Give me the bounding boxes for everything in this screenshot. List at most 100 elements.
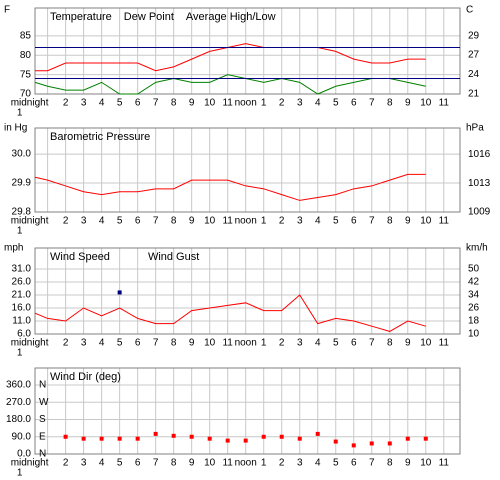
y2-tick-label: 24 — [468, 69, 480, 80]
x-tick-label: 4 — [99, 458, 105, 469]
point — [153, 431, 158, 436]
y2-unit-label: C — [466, 5, 473, 16]
x-tick-label: 3 — [297, 458, 303, 469]
x-tick-label: 6 — [135, 338, 141, 349]
x-tick-label: 8 — [171, 98, 177, 109]
x-tick-label: 1 — [17, 108, 23, 119]
x-tick-label: 7 — [153, 338, 159, 349]
x-tick-label: 10 — [204, 338, 216, 349]
x-tick-label: 1 — [17, 226, 23, 237]
x-tick-label: 11 — [222, 98, 233, 109]
x-tick-label: 3 — [81, 98, 87, 109]
point — [135, 436, 140, 441]
x-tick-label: 7 — [369, 216, 375, 227]
point — [387, 441, 392, 446]
x-tick-label: 11 — [439, 98, 450, 109]
x-tick-label: 11 — [439, 216, 450, 227]
y2-tick-label: 1013 — [468, 178, 491, 189]
x-tick-label: 3 — [81, 338, 87, 349]
y-tick-label: 270.0 — [6, 397, 31, 408]
y-tick-label: 75 — [20, 69, 32, 80]
series-line — [34, 74, 426, 95]
legend-entry: Average High/Low — [186, 11, 276, 23]
plot-frame — [34, 127, 461, 213]
point — [279, 434, 284, 439]
x-tick-label: 8 — [387, 458, 393, 469]
x-tick-label: 10 — [204, 216, 216, 227]
y2-unit-label: hPa — [466, 123, 484, 134]
legend-entry: Wind Speed — [50, 251, 110, 263]
y-tick-label: 6.0 — [17, 329, 31, 340]
x-tick-label: 3 — [81, 216, 87, 227]
point — [351, 443, 356, 448]
x-tick-label: 9 — [405, 98, 411, 109]
point — [405, 436, 410, 441]
point — [117, 436, 122, 441]
point — [261, 434, 266, 439]
x-tick-label: 6 — [351, 216, 357, 227]
x-tick-label: 1 — [17, 468, 23, 479]
x-tick-label: noon — [235, 338, 257, 349]
point — [333, 439, 338, 444]
x-tick-label: 8 — [171, 338, 177, 349]
series-line — [34, 294, 426, 332]
y-tick-label: 70 — [20, 89, 32, 100]
compass-label: W — [39, 397, 49, 408]
x-tick-label: midnight — [11, 98, 49, 109]
x-tick-label: 9 — [189, 216, 195, 227]
compass-label: N — [39, 380, 46, 391]
x-tick-label: 7 — [153, 458, 159, 469]
x-tick-label: 1 — [261, 98, 267, 109]
x-tick-label: 8 — [171, 458, 177, 469]
x-tick-label: 7 — [153, 98, 159, 109]
y-tick-label: 29.9 — [12, 178, 32, 189]
y2-tick-label: 26 — [468, 303, 480, 314]
point — [189, 434, 194, 439]
compass-label: S — [39, 414, 46, 425]
x-tick-label: 4 — [99, 216, 105, 227]
y-tick-label: 16.0 — [12, 303, 32, 314]
x-tick-label: 4 — [315, 216, 321, 227]
legend-entry: Wind Gust — [148, 251, 199, 263]
x-tick-label: 8 — [387, 216, 393, 227]
point — [63, 434, 68, 439]
x-tick-label: 11 — [222, 338, 233, 349]
y2-tick-label: 1009 — [468, 207, 491, 218]
legend-entry: Wind Dir (deg) — [50, 371, 121, 383]
y-tick-label: 180.0 — [6, 414, 31, 425]
x-tick-label: 11 — [222, 458, 233, 469]
y2-tick-label: 10 — [468, 329, 480, 340]
y-unit-label: F — [4, 5, 10, 16]
point — [315, 431, 320, 436]
y2-tick-label: 21 — [468, 89, 480, 100]
x-tick-label: 3 — [297, 216, 303, 227]
point — [243, 438, 248, 443]
x-tick-label: 10 — [204, 98, 216, 109]
x-tick-label: 4 — [99, 338, 105, 349]
x-tick-label: 5 — [117, 216, 123, 227]
x-tick-label: 9 — [189, 458, 195, 469]
x-tick-label: 11 — [222, 216, 233, 227]
x-tick-label: 3 — [297, 338, 303, 349]
y-tick-label: 29.8 — [12, 207, 32, 218]
x-tick-label: 8 — [387, 338, 393, 349]
x-tick-label: 9 — [405, 458, 411, 469]
y2-tick-label: 50 — [468, 264, 480, 275]
y2-tick-label: 29 — [468, 31, 480, 42]
x-tick-label: 10 — [204, 458, 216, 469]
y2-tick-label: 34 — [468, 290, 480, 301]
compass-label: N — [39, 449, 46, 460]
x-tick-label: 2 — [279, 338, 285, 349]
x-tick-label: 9 — [189, 338, 195, 349]
x-tick-label: 2 — [63, 98, 69, 109]
x-tick-label: 2 — [279, 458, 285, 469]
compass-label: E — [39, 431, 46, 442]
point — [423, 436, 428, 441]
point — [225, 438, 230, 443]
x-tick-label: 10 — [420, 458, 432, 469]
y2-tick-label: 27 — [468, 49, 480, 60]
y-unit-label: mph — [4, 243, 23, 254]
y2-tick-label: 18 — [468, 316, 480, 327]
x-tick-label: 10 — [420, 216, 432, 227]
